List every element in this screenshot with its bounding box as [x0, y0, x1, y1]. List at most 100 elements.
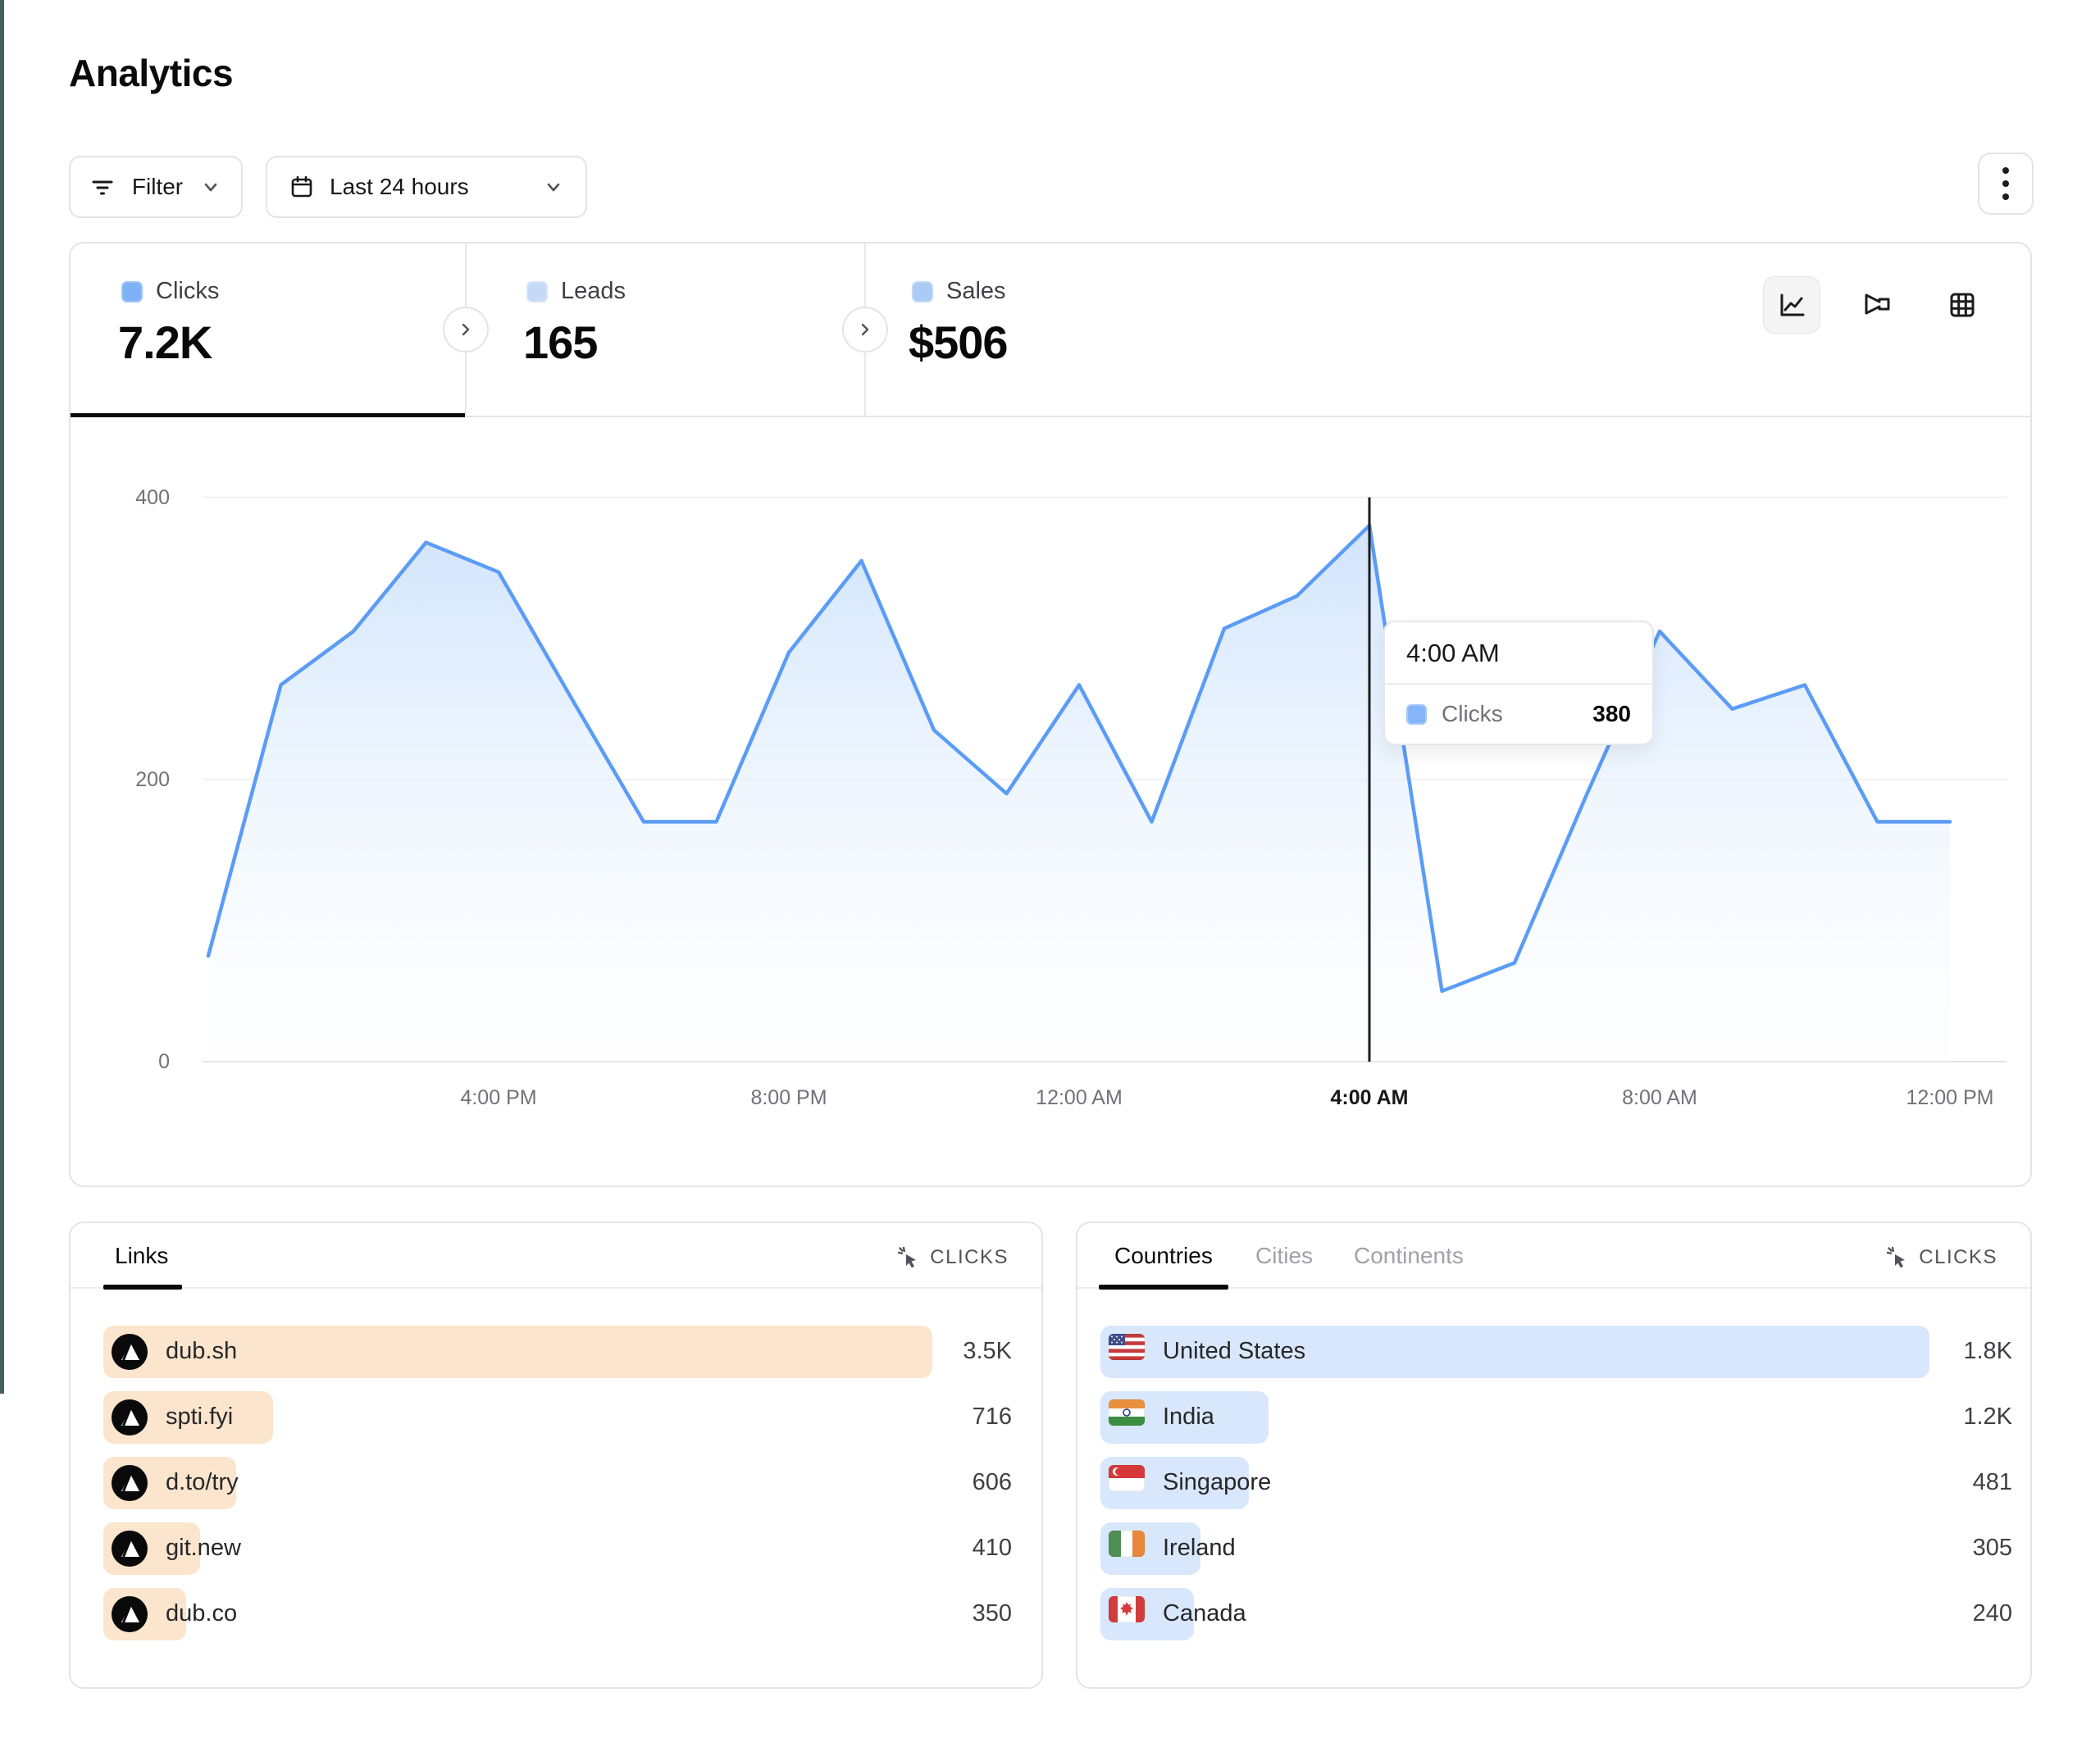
- row-label: d.to/try: [166, 1469, 239, 1495]
- row-label: dub.sh: [166, 1338, 238, 1364]
- countries-tab-underline: [1099, 1285, 1228, 1290]
- x-axis-tick: 4:00 AM: [1330, 1086, 1409, 1109]
- row-bar: [1100, 1326, 1929, 1378]
- x-axis-tick: 12:00 PM: [1906, 1086, 1994, 1109]
- links-panel-header: Links CLICKS: [71, 1223, 1041, 1290]
- more-options-button[interactable]: [1978, 152, 2034, 215]
- kebab-icon: [2000, 164, 2011, 203]
- x-axis-tick: 8:00 AM: [1622, 1086, 1697, 1109]
- dub-logo-icon: [112, 1334, 148, 1370]
- row-bar: [103, 1326, 932, 1378]
- expand-leads-button[interactable]: [842, 307, 888, 353]
- row-label: United States: [1163, 1338, 1306, 1364]
- leads-tab-value: 165: [523, 316, 598, 368]
- us-flag-icon: [1109, 1334, 1145, 1370]
- links-panel: Links CLICKS dub.sh 3.5K spti.fyi 716 d.to/t…: [69, 1222, 1043, 1689]
- tooltip-time: 4:00 AM: [1385, 622, 1652, 685]
- geo-metric-selector[interactable]: CLICKS: [1884, 1244, 1998, 1271]
- y-axis-tick: 200: [135, 767, 170, 791]
- row-value: 1.8K: [1963, 1338, 2012, 1364]
- clicks-tab-label: Clicks: [156, 278, 220, 304]
- tab-countries[interactable]: Countries: [1114, 1243, 1213, 1268]
- row-label: Singapore: [1163, 1469, 1272, 1495]
- dub-logo-icon: [112, 1465, 148, 1501]
- row-value: 3.5K: [963, 1338, 1012, 1364]
- row-value: 606: [972, 1469, 1012, 1495]
- tooltip-series-label: Clicks: [1442, 701, 1503, 726]
- link-row[interactable]: dub.co 350: [103, 1588, 1012, 1640]
- row-value: 410: [972, 1535, 1012, 1561]
- chart-type-switcher: [1763, 276, 1991, 334]
- row-value: 716: [972, 1404, 1012, 1430]
- line-chart-view-button[interactable]: [1763, 276, 1820, 334]
- funnel-view-button[interactable]: [1848, 276, 1906, 334]
- sales-legend-swatch: [912, 281, 933, 303]
- row-label: Ireland: [1163, 1535, 1236, 1561]
- geo-panel: Countries Cities Continents CLICKS Unite…: [1076, 1222, 2032, 1689]
- calendar-icon: [289, 174, 315, 200]
- dub-logo-icon: [112, 1531, 148, 1567]
- leads-tab-label: Leads: [561, 278, 626, 304]
- clicks-legend-swatch: [121, 281, 143, 303]
- row-value: 1.2K: [1963, 1404, 2012, 1430]
- country-row[interactable]: United States 1.8K: [1100, 1326, 2012, 1378]
- x-axis-tick: 8:00 PM: [750, 1086, 827, 1109]
- country-row[interactable]: Canada 240: [1100, 1588, 2012, 1640]
- date-range-button[interactable]: Last 24 hours: [266, 156, 587, 218]
- page-title: Analytics: [69, 52, 234, 94]
- dub-logo-icon: [112, 1399, 148, 1435]
- link-row[interactable]: spti.fyi 716: [103, 1391, 1012, 1444]
- tab-clicks[interactable]: Clicks 7.2K: [118, 243, 449, 417]
- row-value: 240: [1972, 1600, 2012, 1627]
- chart-tooltip: 4:00 AM Clicks 380: [1383, 621, 1654, 745]
- sales-tab-label: Sales: [946, 278, 1006, 304]
- country-row[interactable]: India 1.2K: [1100, 1391, 2012, 1444]
- tab-cities[interactable]: Cities: [1255, 1243, 1314, 1268]
- filter-button[interactable]: Filter: [69, 156, 243, 218]
- left-edge-accent: [0, 0, 4, 1394]
- links-metric-selector[interactable]: CLICKS: [895, 1244, 1009, 1271]
- tab-sales[interactable]: Sales $506: [909, 243, 1256, 417]
- filter-icon: [90, 175, 115, 199]
- row-label: git.new: [166, 1535, 241, 1561]
- country-row[interactable]: Ireland 305: [1100, 1522, 2012, 1575]
- dub-logo-icon: [112, 1596, 148, 1632]
- links-metric-label: CLICKS: [930, 1246, 1009, 1268]
- ie-flag-icon: [1109, 1531, 1145, 1567]
- chevron-down-icon: [200, 176, 221, 198]
- y-axis-tick: 400: [135, 485, 170, 509]
- cursor-click-icon: [1884, 1244, 1911, 1271]
- y-axis-tick: 0: [158, 1050, 170, 1073]
- link-row[interactable]: dub.sh 3.5K: [103, 1326, 1012, 1378]
- links-tab-underline: [103, 1285, 182, 1290]
- cursor-click-icon: [895, 1244, 922, 1271]
- date-range-label: Last 24 hours: [330, 174, 469, 199]
- row-value: 350: [972, 1600, 1012, 1627]
- row-label: dub.co: [166, 1600, 238, 1627]
- tab-leads[interactable]: Leads 165: [523, 243, 838, 417]
- filter-button-label: Filter: [131, 174, 184, 199]
- ca-flag-icon: [1109, 1596, 1145, 1632]
- tooltip-clicks-swatch: [1406, 703, 1427, 725]
- analytics-chart-card: Clicks 7.2K Leads 165 Sales $506: [69, 242, 2032, 1187]
- tab-links[interactable]: Links: [115, 1243, 169, 1268]
- expand-clicks-button[interactable]: [443, 307, 489, 353]
- stats-tab-row: Clicks 7.2K Leads 165 Sales $506: [71, 243, 2030, 417]
- x-axis-tick: 12:00 AM: [1036, 1086, 1123, 1109]
- tooltip-value: 380: [1592, 701, 1631, 726]
- sales-tab-value: $506: [909, 316, 1009, 368]
- table-view-button[interactable]: [1934, 276, 1991, 334]
- row-label: spti.fyi: [166, 1404, 234, 1430]
- chevron-down-icon: [543, 176, 564, 198]
- in-flag-icon: [1109, 1399, 1145, 1435]
- country-row[interactable]: Singapore 481: [1100, 1457, 2012, 1509]
- tab-continents[interactable]: Continents: [1354, 1243, 1464, 1268]
- row-value: 481: [1972, 1469, 2012, 1495]
- row-label: India: [1163, 1404, 1214, 1430]
- row-value: 305: [1972, 1535, 2012, 1561]
- geo-panel-header: Countries Cities Continents CLICKS: [1077, 1223, 2030, 1290]
- link-row[interactable]: d.to/try 606: [103, 1457, 1012, 1509]
- sg-flag-icon: [1109, 1465, 1145, 1501]
- link-row[interactable]: git.new 410: [103, 1522, 1012, 1575]
